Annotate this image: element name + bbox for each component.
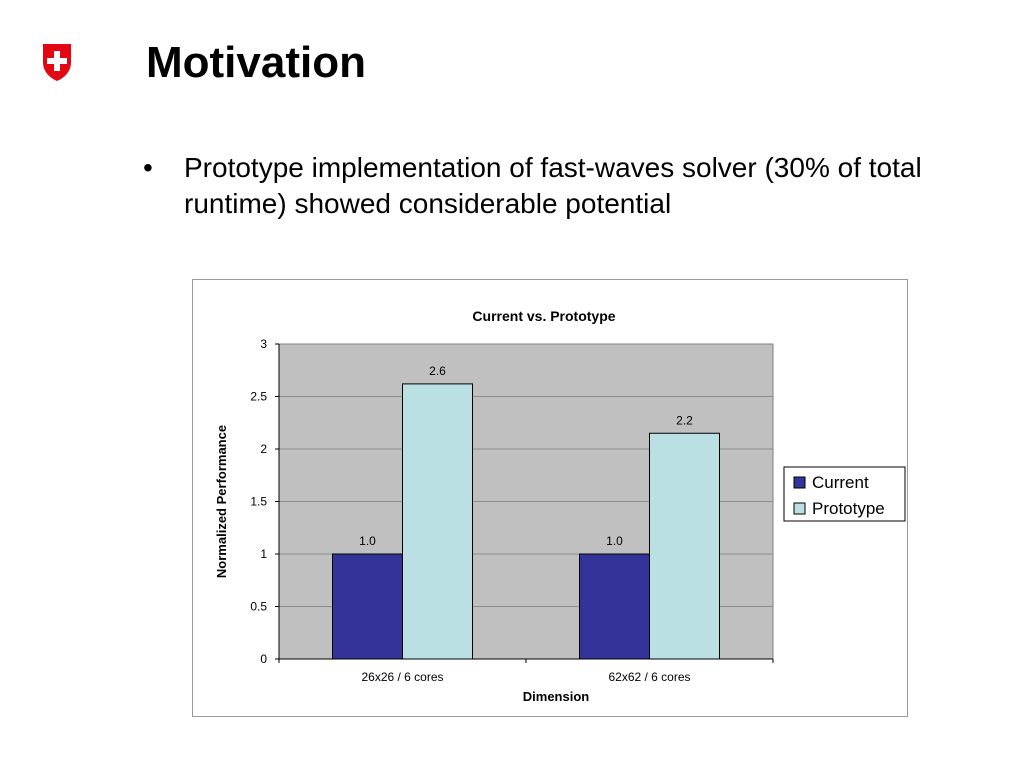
bullet-text: Prototype implementation of fast-waves s…	[184, 152, 922, 219]
swiss-shield-icon	[43, 44, 71, 81]
x-tick-label: 26x26 / 6 cores	[361, 670, 443, 684]
bullet-item: • Prototype implementation of fast-waves…	[143, 150, 1003, 222]
y-tick-label: 0	[260, 652, 267, 666]
x-axis-title: Dimension	[523, 689, 590, 704]
legend-label: Current	[812, 473, 869, 492]
data-label: 1.0	[606, 534, 623, 548]
y-axis-title: Normalized Performance	[214, 425, 229, 578]
bar	[332, 553, 403, 660]
chart-container: 0 0.5 1 1.5 2 2.5 3 1.0 2.6 26x26 / 6 cores 1.0 2.2…	[192, 279, 908, 717]
x-tick-label: 62x62 / 6 cores	[608, 670, 690, 684]
slide-title: Motivation	[146, 38, 366, 87]
bullet-list: • Prototype implementation of fast-waves…	[143, 150, 1003, 222]
chart-title: Current vs. Prototype	[472, 308, 615, 324]
data-label: 2.2	[676, 413, 693, 427]
bar	[649, 432, 720, 660]
bar	[402, 383, 473, 660]
bar-chart: 0 0.5 1 1.5 2 2.5 3 1.0 2.6 26x26 / 6 cores 1.0 2.2…	[214, 308, 906, 704]
y-tick-label: 1	[260, 547, 267, 561]
y-tick-label: 2	[260, 442, 267, 456]
legend-swatch	[793, 476, 806, 489]
legend-label: Prototype	[812, 499, 885, 518]
bullet-glyph: •	[143, 152, 153, 183]
data-label: 1.0	[359, 534, 376, 548]
y-tick-label: 2.5	[250, 390, 267, 404]
data-label: 2.6	[429, 364, 446, 378]
y-tick-label: 1.5	[250, 495, 267, 509]
legend-swatch	[793, 502, 806, 515]
y-tick-label: 3	[260, 337, 267, 351]
bar	[579, 553, 650, 660]
y-tick-label: 0.5	[250, 600, 267, 614]
